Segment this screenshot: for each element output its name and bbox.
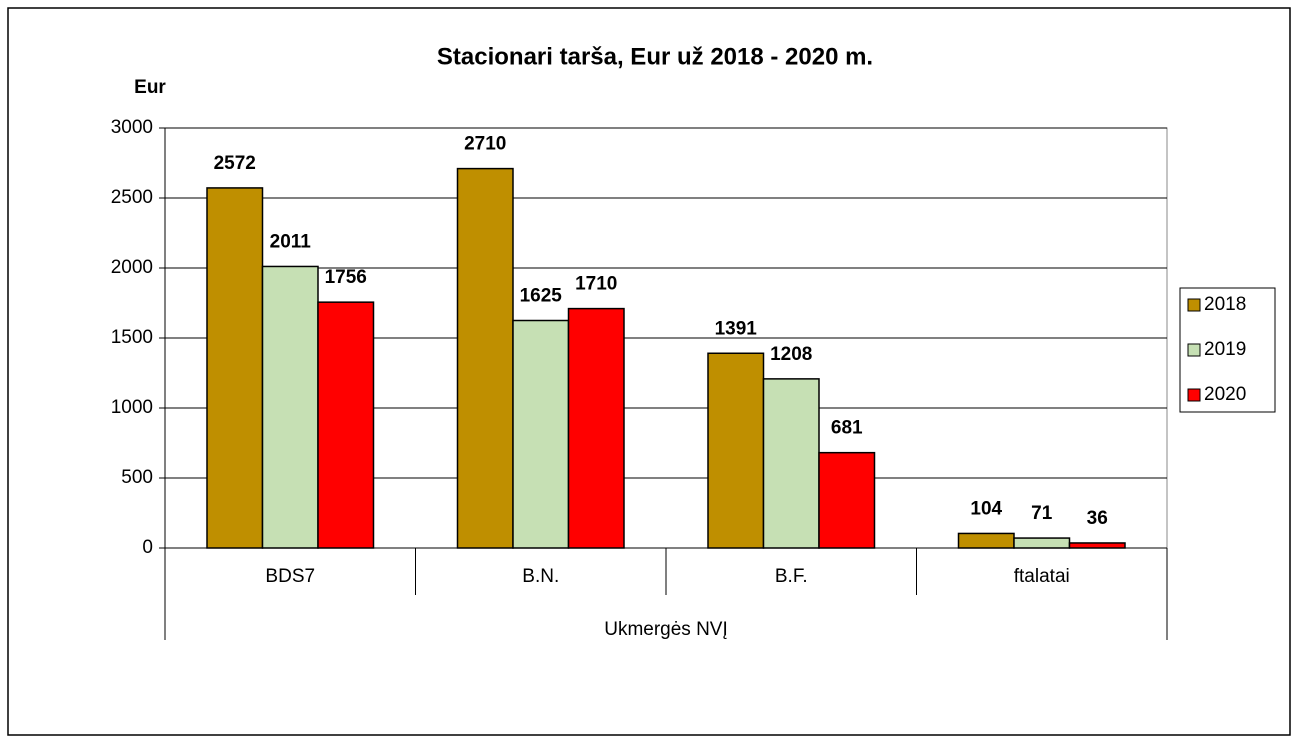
data-label: 71 [1031, 503, 1053, 524]
bar [818, 451, 876, 549]
y-axis-label: Eur [134, 77, 166, 98]
bar [317, 301, 375, 549]
data-label: 1391 [715, 318, 758, 339]
bar [762, 378, 820, 549]
bar [1013, 537, 1071, 549]
y-tick-label: 0 [142, 537, 153, 558]
y-tick-label: 2000 [111, 257, 153, 278]
data-label: 1208 [770, 344, 812, 365]
legend-label: 2019 [1204, 339, 1246, 360]
bar [1068, 542, 1126, 549]
chart-title: Stacionari tarša, Eur už 2018 - 2020 m. [437, 43, 873, 70]
y-tick-label: 1500 [111, 327, 153, 348]
y-tick-label: 500 [121, 467, 153, 488]
legend-swatch [1187, 343, 1201, 357]
x-tick-label: ftalatai [1014, 566, 1070, 587]
y-tick-label: 1000 [111, 397, 153, 418]
legend-label: 2020 [1204, 384, 1246, 405]
legend-label: 2018 [1204, 294, 1246, 315]
bar [957, 532, 1015, 549]
bar [567, 307, 625, 549]
group-label: Ukmergės NVĮ [604, 619, 728, 640]
data-label: 2011 [270, 231, 312, 252]
x-tick-label: B.N. [522, 566, 559, 587]
data-label: 104 [970, 498, 1002, 519]
bar [707, 352, 765, 549]
data-label: 1756 [325, 267, 367, 288]
data-label: 1625 [520, 286, 563, 307]
data-label: 2572 [214, 153, 256, 174]
data-label: 1710 [575, 274, 617, 295]
data-label: 36 [1087, 508, 1108, 529]
x-tick-label: BDS7 [265, 566, 315, 587]
bar [206, 187, 264, 549]
bar [261, 265, 319, 549]
bar [456, 167, 514, 549]
x-tick-label: B.F. [775, 566, 808, 587]
y-tick-label: 2500 [111, 187, 153, 208]
y-tick-label: 3000 [111, 117, 153, 138]
data-label: 681 [831, 418, 863, 439]
data-label: 2710 [464, 134, 506, 155]
legend-swatch [1187, 298, 1201, 312]
bar [512, 319, 570, 549]
legend-swatch [1187, 388, 1201, 402]
